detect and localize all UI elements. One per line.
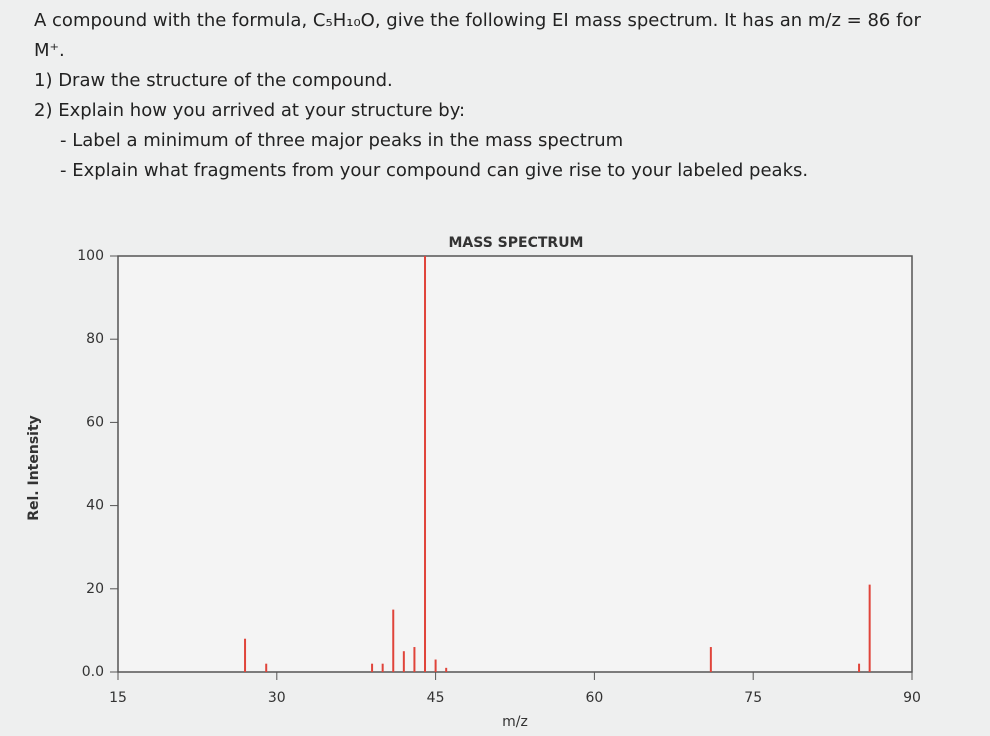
y-tick-label: 40 bbox=[86, 498, 104, 514]
x-tick-label: 90 bbox=[903, 690, 921, 706]
y-tick-label: 20 bbox=[86, 581, 104, 597]
subitem: - Label a minimum of three major peaks i… bbox=[60, 130, 624, 151]
item: 2) Explain how you arrived at your struc… bbox=[34, 100, 466, 121]
x-tick-label: 30 bbox=[268, 690, 286, 706]
x-tick-label: 75 bbox=[744, 690, 762, 706]
subitem: - Explain what fragments from your compo… bbox=[60, 160, 809, 181]
y-tick-label: 80 bbox=[86, 331, 104, 347]
intro: A compound with the formula, C₅H₁₀O, giv… bbox=[34, 10, 921, 31]
y-tick-label: 100 bbox=[77, 248, 104, 264]
x-tick-label: 45 bbox=[427, 690, 445, 706]
y-axis-label: Rel. Intensity bbox=[26, 415, 42, 521]
chart-title: MASS SPECTRUM bbox=[449, 235, 584, 251]
x-tick-label: 60 bbox=[585, 690, 603, 706]
item: 1) Draw the structure of the compound. bbox=[34, 70, 393, 91]
x-axis-label: m/z bbox=[502, 714, 528, 730]
question: A compound with the formula, C₅H₁₀O, giv… bbox=[34, 6, 921, 186]
plot-frame bbox=[117, 255, 913, 673]
intro-end: M⁺. bbox=[34, 40, 65, 61]
x-tick-label: 15 bbox=[109, 690, 127, 706]
y-tick-label: 0.0 bbox=[82, 664, 104, 680]
y-tick-label: 60 bbox=[86, 414, 104, 430]
